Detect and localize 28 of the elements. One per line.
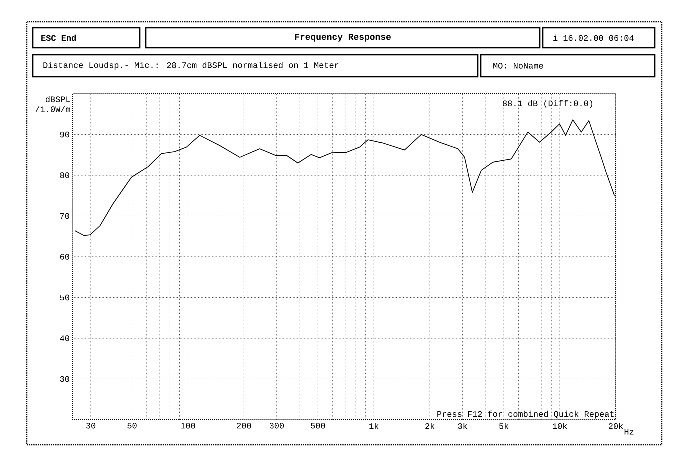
annotation: Press F12 for combined Quick Repeat [438, 410, 614, 419]
y-tick-label: 90 [60, 132, 70, 138]
y-axis-title: dBSPL /1.0W/m [36, 96, 70, 112]
x-tick-label: 200 [237, 423, 252, 429]
x-tick-label: 20k [608, 423, 624, 430]
y-tick-label: 40 [60, 336, 70, 342]
x-tick-label: 500 [311, 423, 326, 429]
text: MO: NoName [494, 63, 544, 69]
chart-subtitle: Distance Loudsp.- Mic.: 28.7cm dBSPL normalised on 1 Meter [44, 62, 339, 70]
x-tick-label: 10k [553, 423, 568, 430]
annotation: 88.1 dB (Diff:0.0) [503, 100, 593, 108]
x-tick-label: 100 [181, 423, 196, 429]
x-axis-title: Hz [624, 429, 634, 435]
x-tick-label: 3k [458, 423, 468, 430]
x-tick-label: 300 [270, 423, 284, 429]
text: ESC End [42, 34, 76, 42]
x-tick-label: 2k [426, 423, 435, 430]
y-tick-label: 30 [60, 376, 70, 382]
x-tick-label: 5k [500, 423, 509, 430]
y-tick-label: 70 [60, 213, 70, 220]
y-tick-label: 60 [60, 254, 70, 260]
chart-title: Frequency Response [295, 34, 391, 42]
y-tick-label: 50 [60, 294, 70, 301]
y-tick-label: 80 [60, 172, 70, 178]
text: i 16.02.00 06:04 [554, 34, 634, 42]
x-tick-label: 30 [86, 423, 96, 429]
x-tick-label: 50 [128, 423, 137, 429]
x-tick-label: 1k [370, 423, 379, 430]
